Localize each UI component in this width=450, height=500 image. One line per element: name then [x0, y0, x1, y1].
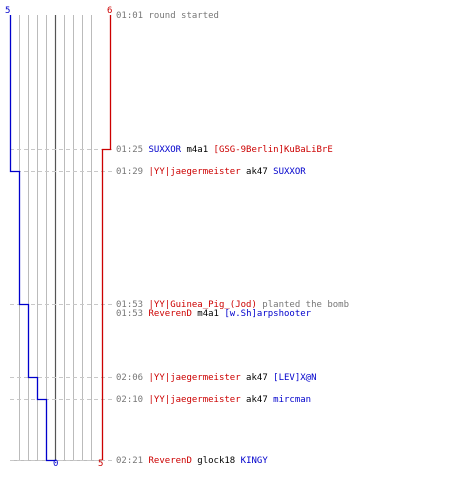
event-time: 01:53 — [116, 300, 149, 310]
red-team-alive-line — [101, 15, 112, 460]
event-weapon: ak47 — [240, 167, 274, 177]
event-victim: KINGY — [240, 456, 268, 466]
event-victim: [w.Sh]arpshooter — [224, 309, 312, 319]
event-time: 02:21 — [116, 456, 149, 466]
event-weapon: m4a1 — [181, 145, 214, 155]
event-killer: ReverenD — [148, 309, 192, 319]
event-text: round started — [148, 11, 219, 21]
blue-team-start-count: 5 — [5, 6, 10, 16]
event-killer: |YY|jaegermeister — [148, 373, 241, 383]
red-team-end-count: 5 — [98, 459, 103, 469]
event-victim: [LEV]X@N — [273, 373, 317, 383]
event-weapon: ak47 — [240, 373, 274, 383]
event-row: 01:53 |YY|Guinea_Pig_(Jod) planted the b… — [116, 300, 349, 310]
event-time: 01:29 — [116, 167, 149, 177]
event-victim: mircman — [273, 395, 312, 405]
event-weapon: ak47 — [240, 395, 274, 405]
event-row: 01:53 ReverenD m4a1 [w.Sh]arpshooter — [116, 309, 311, 319]
red-team-start-count: 6 — [107, 6, 112, 16]
event-victim: SUXXOR — [273, 167, 306, 177]
event-row: 02:06 |YY|jaegermeister ak47 [LEV]X@N — [116, 373, 317, 383]
event-time: 01:25 — [116, 145, 149, 155]
team-alive-lines — [9, 15, 112, 462]
event-row: 01:25 SUXXOR m4a1 [GSG-9Berlin]KuBaLiBrE — [116, 145, 333, 155]
event-row: 02:10 |YY|jaegermeister ak47 mircman — [116, 395, 311, 405]
event-killer: ReverenD — [148, 456, 192, 466]
event-row: 01:29 |YY|jaegermeister ak47 SUXXOR — [116, 167, 306, 177]
event-weapon: glock18 — [191, 456, 241, 466]
event-row: 01:01 round started — [116, 11, 219, 21]
grid-lines — [10, 15, 102, 461]
event-dash-lines — [10, 149, 114, 461]
event-player: |YY|Guinea_Pig_(Jod) — [148, 300, 257, 310]
event-time: 01:53 — [116, 309, 149, 319]
blue-team-alive-line — [9, 15, 57, 462]
event-time: 02:06 — [116, 373, 149, 383]
event-killer: |YY|jaegermeister — [148, 395, 241, 405]
event-victim: [GSG-9Berlin]KuBaLiBrE — [213, 145, 333, 155]
event-action: planted the bomb — [256, 300, 350, 310]
event-weapon: m4a1 — [191, 309, 225, 319]
event-row: 02:21 ReverenD glock18 KINGY — [116, 456, 268, 466]
event-time: 02:10 — [116, 395, 149, 405]
blue-team-end-count: 0 — [53, 459, 58, 469]
event-killer: SUXXOR — [148, 145, 182, 155]
event-time: 01:01 — [116, 11, 149, 21]
event-killer: |YY|jaegermeister — [148, 167, 241, 177]
